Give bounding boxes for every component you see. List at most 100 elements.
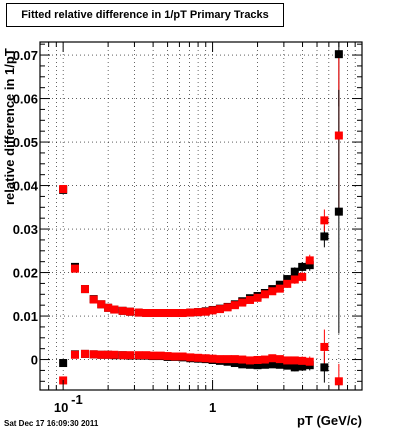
data-point-red-mean bbox=[142, 351, 151, 360]
data-point-black-sigma bbox=[290, 267, 299, 276]
data-point-black-sigma bbox=[334, 50, 343, 59]
tick-labels-layer: 0 0.01 0.02 0.03 0.04 0.05 0.06 0.07 10-1 1 bbox=[13, 48, 217, 415]
data-point-red-mean bbox=[134, 351, 143, 360]
data-point-red-sigma bbox=[320, 216, 329, 225]
timestamp-footer: Sat Dec 17 16:09:30 2011 bbox=[4, 419, 99, 428]
data-point-red-mean bbox=[290, 356, 299, 365]
data-point-black-sigma bbox=[283, 275, 292, 284]
data-point-red-sigma bbox=[290, 275, 299, 284]
data-point-red-mean bbox=[305, 357, 314, 366]
y-tick-label: 0.04 bbox=[13, 179, 39, 194]
data-point-red-sigma bbox=[238, 298, 247, 307]
data-point-red-mean bbox=[298, 356, 307, 365]
data-point-red-sigma bbox=[89, 295, 98, 304]
data-point-black-mean bbox=[334, 207, 343, 216]
data-point-red-mean bbox=[275, 355, 284, 364]
data-point-red-sigma bbox=[230, 301, 239, 310]
data-point-black-mean bbox=[59, 359, 68, 368]
chart-title: Fitted relative difference in 1/pT Prima… bbox=[6, 3, 284, 27]
data-point-red-mean bbox=[156, 351, 165, 360]
data-point-red-sigma bbox=[305, 256, 314, 265]
data-point-red-mean bbox=[223, 355, 232, 364]
data-point-red-mean bbox=[230, 355, 239, 364]
x-tick-label-exponent: -1 bbox=[71, 392, 83, 407]
y-tick-label: 0.03 bbox=[13, 222, 38, 237]
data-point-red-mean bbox=[118, 351, 127, 360]
y-tick-label: 0 bbox=[31, 353, 38, 368]
data-point-red-sigma bbox=[334, 131, 343, 140]
data-point-red-sigma bbox=[268, 287, 277, 296]
x-tick-label: 10 bbox=[54, 400, 68, 415]
plot-frame bbox=[39, 41, 363, 391]
data-point-red-sigma bbox=[186, 308, 195, 317]
data-point-red-sigma bbox=[110, 305, 119, 314]
error-bars-layer bbox=[59, 42, 343, 390]
data-point-black-mean bbox=[298, 362, 307, 371]
data-point-black-mean bbox=[320, 363, 329, 372]
data-point-black-mean bbox=[245, 360, 254, 369]
data-point-red-mean bbox=[186, 353, 195, 362]
data-point-red-mean bbox=[245, 356, 254, 365]
data-point-red-mean bbox=[320, 342, 329, 351]
data-point-black-mean bbox=[283, 361, 292, 370]
data-point-red-sigma bbox=[59, 185, 68, 194]
data-point-black-sigma bbox=[298, 262, 307, 271]
data-point-red-mean bbox=[283, 356, 292, 365]
data-point-red-sigma bbox=[201, 307, 210, 316]
data-point-black-mean bbox=[253, 361, 262, 370]
data-point-red-mean bbox=[238, 355, 247, 364]
data-point-black-sigma bbox=[305, 261, 314, 270]
data-point-red-mean bbox=[97, 350, 106, 359]
data-point-black-mean bbox=[290, 363, 299, 372]
data-point-red-mean bbox=[260, 355, 269, 364]
data-point-red-sigma bbox=[149, 309, 158, 318]
data-point-red-mean bbox=[125, 351, 134, 360]
y-axis-label: relative difference in 1/pT bbox=[2, 48, 17, 205]
data-point-red-sigma bbox=[194, 308, 203, 317]
ticks-layer bbox=[39, 42, 363, 390]
data-point-black-mean bbox=[275, 360, 284, 369]
data-point-red-mean bbox=[215, 355, 224, 364]
data-point-red-mean bbox=[253, 355, 262, 364]
data-point-red-mean bbox=[110, 350, 119, 359]
data-point-red-mean bbox=[170, 352, 179, 361]
data-point-red-sigma bbox=[70, 264, 79, 273]
data-point-red-sigma bbox=[245, 295, 254, 304]
data-point-red-mean bbox=[178, 352, 187, 361]
data-point-red-sigma bbox=[170, 309, 179, 318]
y-tick-label: 0.05 bbox=[13, 135, 38, 150]
data-point-red-sigma bbox=[104, 303, 113, 312]
data-point-black-mean bbox=[238, 360, 247, 369]
data-point-red-mean bbox=[149, 351, 158, 360]
data-point-red-mean bbox=[208, 354, 217, 363]
data-point-black-mean bbox=[260, 360, 269, 369]
data-point-red-mean bbox=[89, 350, 98, 359]
markers-layer bbox=[59, 50, 343, 386]
data-point-red-sigma bbox=[253, 293, 262, 302]
data-point-black-sigma bbox=[320, 232, 329, 241]
data-point-red-mean bbox=[163, 352, 172, 361]
y-tick-label: 0.06 bbox=[13, 92, 38, 107]
data-point-black-mean bbox=[268, 360, 277, 369]
y-tick-label: 0.01 bbox=[13, 309, 38, 324]
data-point-red-mean bbox=[104, 350, 113, 359]
data-point-red-mean bbox=[268, 354, 277, 363]
data-point-red-sigma bbox=[260, 290, 269, 299]
y-tick-label: 0.02 bbox=[13, 266, 38, 281]
data-point-red-sigma bbox=[223, 303, 232, 312]
data-point-red-sigma bbox=[125, 307, 134, 316]
data-point-red-mean bbox=[201, 354, 210, 363]
data-point-red-sigma bbox=[156, 309, 165, 318]
data-point-red-sigma bbox=[208, 306, 217, 315]
data-point-red-mean bbox=[194, 353, 203, 362]
data-point-red-sigma bbox=[283, 279, 292, 288]
data-point-red-sigma bbox=[134, 308, 143, 317]
data-point-red-mean bbox=[334, 377, 343, 386]
data-point-red-sigma bbox=[163, 309, 172, 318]
data-point-red-sigma bbox=[142, 309, 151, 318]
data-point-red-sigma bbox=[178, 309, 187, 318]
x-tick-label: 1 bbox=[209, 400, 216, 415]
data-point-red-mean bbox=[80, 349, 89, 358]
data-point-red-sigma bbox=[298, 272, 307, 281]
